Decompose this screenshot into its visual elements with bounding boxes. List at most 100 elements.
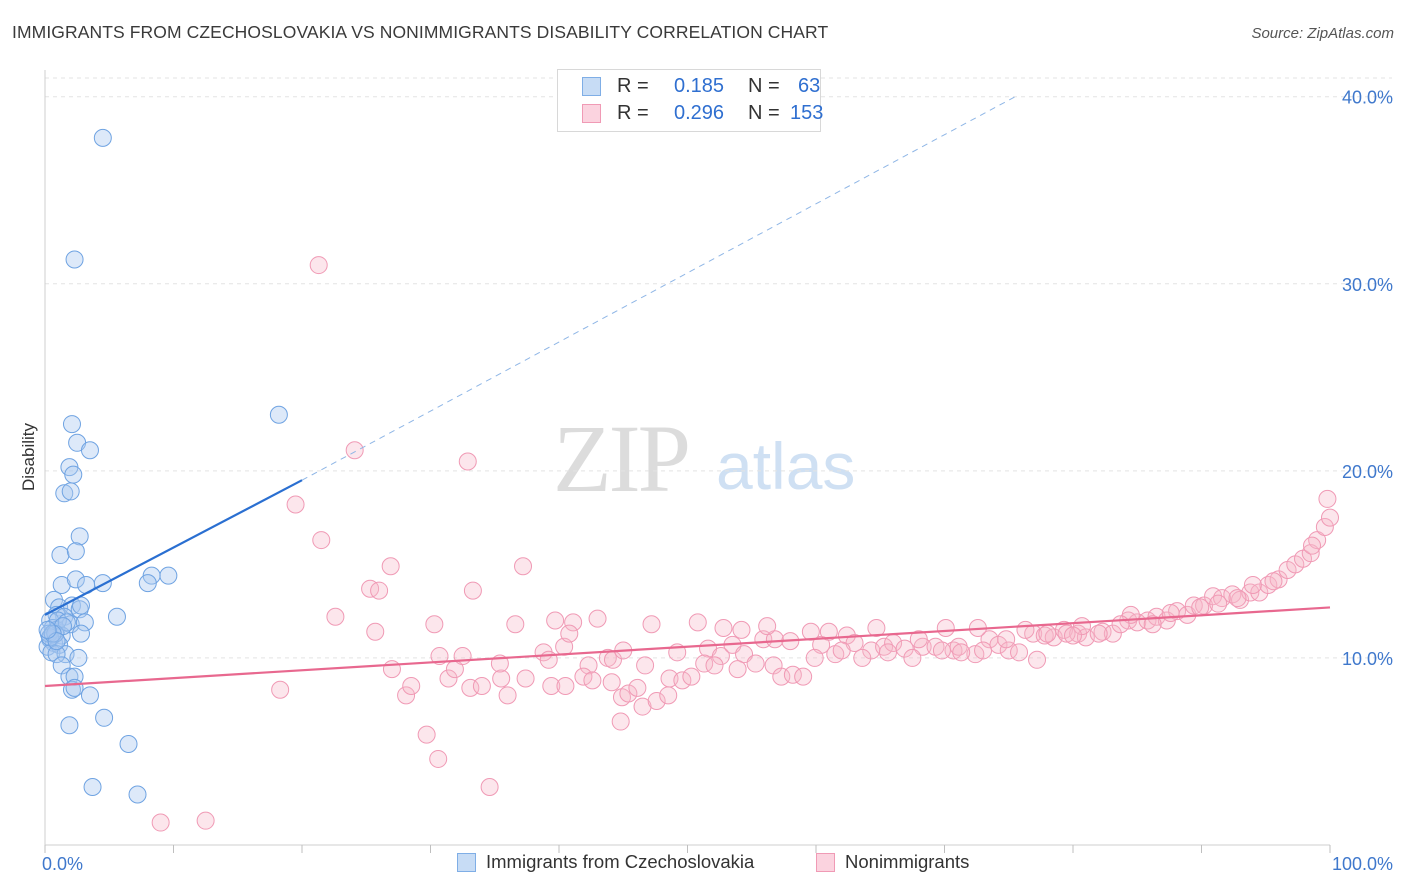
nonimmigrant-point (633, 697, 652, 716)
legend-n-value: 63 (798, 75, 821, 97)
immigrant-point (80, 686, 99, 705)
nonimmigrant-point (1264, 572, 1283, 591)
nonimmigrant-point (909, 630, 928, 649)
nonimmigrant-point (1184, 596, 1203, 615)
immigrant-point (38, 620, 57, 639)
immigrant-point (128, 785, 147, 804)
nonimmigrant-point (588, 609, 607, 628)
nonimmigrant-point (461, 678, 480, 697)
legend-r-label: R = (617, 75, 649, 97)
nonimmigrant-point (611, 712, 630, 731)
nonimmigrant-point (458, 452, 477, 471)
bottom-legend-label: Nonimmigrants (845, 851, 970, 872)
nonimmigrant-point (714, 618, 733, 637)
nonimmigrant-point (642, 615, 661, 634)
nonimmigrant-point (546, 611, 565, 630)
watermark-zip: ZIP (553, 405, 691, 512)
nonimmigrant-point (1318, 489, 1337, 508)
immigrant-point (66, 570, 85, 589)
nonimmigrant-point (659, 686, 678, 705)
y-tick-label: 30.0% (1342, 275, 1393, 295)
chart-title: IMMIGRANTS FROM CZECHOSLOVAKIA VS NONIMM… (12, 22, 829, 42)
immigrant-point (53, 617, 72, 636)
nonimmigrant-point (1209, 594, 1228, 613)
nonimmigrant-point (480, 778, 499, 797)
nonimmigrant-point (271, 680, 290, 699)
nonimmigrant-point (619, 684, 638, 703)
nonimmigrant-point (397, 686, 416, 705)
nonimmigrant-point (853, 648, 872, 667)
nonimmigrant-point (556, 676, 575, 695)
nonimmigrant-point (867, 618, 886, 637)
nonimmigrant-point (1231, 590, 1250, 609)
immigrant-point (80, 441, 99, 460)
immigrant-trend-extension (301, 96, 1016, 481)
nonimmigrant-point (439, 669, 458, 688)
nonimmigrant-point (1064, 626, 1082, 645)
immigrant-point (93, 574, 112, 593)
nonimmigrant-point (574, 667, 593, 686)
nonimmigrant-point (895, 639, 914, 658)
y-axis-label: Disability (19, 422, 38, 491)
nonimmigrant-point (711, 647, 730, 666)
nonimmigrant-point (647, 691, 666, 710)
nonimmigrant-point (682, 667, 701, 686)
nonimmigrant-point (878, 643, 897, 662)
immigrant-point (51, 546, 70, 565)
nonimmigrant-point (402, 676, 421, 695)
nonimmigrant-point (1028, 650, 1047, 669)
nonimmigrant-point (728, 660, 747, 679)
nonimmigrant-point (560, 624, 579, 643)
immigrant-point (62, 415, 81, 434)
immigrant-trend-line (44, 479, 303, 616)
nonimmigrant-point (425, 615, 444, 634)
immigrant-point (269, 405, 288, 424)
nonimmigrant-point (472, 676, 491, 695)
nonimmigrant-point (1010, 643, 1029, 662)
nonimmigrant-point (1038, 624, 1057, 643)
nonimmigrant-point (1303, 536, 1322, 555)
nonimmigrant-point (1228, 589, 1247, 608)
nonimmigrant-point (564, 613, 583, 632)
nonimmigrant-point (366, 622, 385, 641)
nonimmigrant-point (819, 622, 838, 641)
nonimmigrant-point (151, 813, 170, 832)
immigrant-point (119, 734, 138, 753)
nonimmigrant-point (286, 495, 305, 514)
nonimmigrant-point (1191, 598, 1210, 617)
nonimmigrant-point (579, 656, 598, 675)
immigrant-point (66, 542, 85, 561)
nonimmigrant-point (758, 617, 777, 636)
nonimmigrant-point (1143, 615, 1162, 634)
nonimmigrant-point (382, 660, 401, 679)
nonimmigrant-point (688, 613, 707, 632)
nonimmigrant-point (506, 615, 525, 634)
nonimmigrant-point (832, 641, 851, 660)
legend-swatch-blue (582, 77, 601, 96)
immigrant-point (65, 250, 84, 269)
immigrant-point (47, 645, 66, 664)
immigrant-point (93, 128, 112, 147)
nonimmigrant-point (196, 811, 215, 830)
immigrant-point (71, 624, 90, 643)
bottom-legend-swatch-blue (457, 853, 476, 872)
y-tick-label: 40.0% (1342, 88, 1393, 108)
immigrant-point (95, 708, 114, 727)
nonimmigrant-point (381, 557, 400, 576)
nonimmigrant-point (705, 656, 724, 675)
nonimmigrant-point (361, 579, 380, 598)
nonimmigrant-point (1016, 620, 1035, 639)
nonimmigrant-point (583, 671, 602, 690)
nonimmigrant-point (732, 620, 751, 639)
nonimmigrant-trend-line (44, 606, 1331, 688)
x-tick-label: 100.0% (1332, 854, 1393, 874)
nonimmigrant-point (417, 725, 436, 744)
immigrant-point (107, 607, 126, 626)
nonimmigrant-point (602, 673, 621, 692)
immigrant-point (52, 575, 71, 594)
immigrant-point (83, 778, 102, 797)
nonimmigrant-point (516, 669, 535, 688)
immigrant-point (55, 484, 74, 503)
nonimmigrant-point (932, 641, 951, 660)
